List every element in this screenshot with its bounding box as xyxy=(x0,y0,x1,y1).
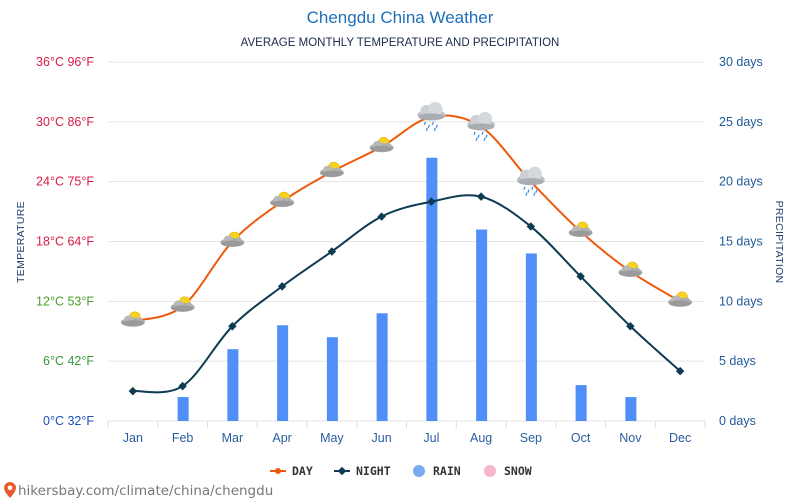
night-point xyxy=(178,381,187,391)
left-tick-label: 24°C 75°F xyxy=(36,175,94,189)
left-tick-label: 0°C 32°F xyxy=(43,414,94,428)
left-tick-label: 6°C 42°F xyxy=(43,354,94,368)
legend-item-day: DAY xyxy=(270,464,313,478)
night-point xyxy=(675,366,685,376)
rain-cloud-icon xyxy=(467,111,496,142)
x-tick-label: Nov xyxy=(619,431,642,445)
rain-bar xyxy=(625,397,637,421)
legend-label-snow: SNOW xyxy=(504,464,532,478)
map-pin-icon xyxy=(4,482,16,498)
partly-cloudy-icon xyxy=(270,191,295,208)
partly-cloudy-icon xyxy=(319,161,344,178)
legend-item-rain: RAIN xyxy=(413,464,461,478)
x-tick-label: Aug xyxy=(470,431,492,445)
temperature-lines xyxy=(128,114,685,396)
x-tick-label: Sep xyxy=(520,431,542,445)
night-point xyxy=(427,197,436,206)
x-axis-ticks: Jan Feb Mar Apr May Jun Jul Aug Sep Oct Nov Dec xyxy=(123,431,691,445)
left-axis-label: TEMPERATURE xyxy=(15,201,27,283)
legend-item-snow: SNOW xyxy=(484,464,532,478)
x-tick-label: Jul xyxy=(423,431,439,445)
right-tick-label: 5 days xyxy=(719,354,756,368)
partly-cloudy-icon xyxy=(568,221,593,238)
rain-bars xyxy=(177,157,637,421)
x-tick-label: Oct xyxy=(571,431,591,445)
x-tick-label: May xyxy=(320,431,344,445)
partly-cloudy-icon xyxy=(220,231,245,247)
legend-label-rain: RAIN xyxy=(433,464,461,478)
right-axis-label: PRECIPITATION xyxy=(773,201,785,284)
rain-bar xyxy=(277,325,289,421)
legend-item-night: NIGHT xyxy=(334,464,391,478)
x-tick-label: Jun xyxy=(372,431,392,445)
left-tick-label: 30°C 86°F xyxy=(36,115,94,129)
partly-cloudy-icon xyxy=(170,296,195,312)
rain-bar xyxy=(376,313,388,421)
night-line xyxy=(132,194,681,394)
left-axis-ticks: 0°C 32°F 6°C 42°F 12°C 53°F 18°C 64°F 24°C 7… xyxy=(36,55,94,428)
source-link[interactable]: hikersbay.com/climate/china/chengdu xyxy=(18,483,273,499)
left-tick-label: 18°C 64°F xyxy=(36,235,94,249)
night-point xyxy=(277,282,287,291)
right-tick-label: 10 days xyxy=(719,294,763,308)
chart-title: Chengdu China Weather xyxy=(307,8,494,27)
x-tick-label: Jan xyxy=(123,431,143,445)
left-tick-label: 12°C 53°F xyxy=(36,294,94,308)
night-point xyxy=(576,272,585,281)
legend: DAY NIGHT RAIN SNOW xyxy=(270,464,532,478)
legend-rain-icon xyxy=(413,465,425,477)
legend-label-day: DAY xyxy=(292,464,313,478)
rain-bar xyxy=(476,229,488,421)
night-point xyxy=(377,212,386,221)
partly-cloudy-icon xyxy=(668,291,693,307)
rain-bar xyxy=(326,337,338,421)
rain-cloud-icon xyxy=(516,166,545,196)
x-tick-label: Dec xyxy=(669,431,691,445)
partly-cloudy-icon xyxy=(120,311,145,327)
rain-bar xyxy=(525,253,537,421)
x-tick-label: Apr xyxy=(272,431,291,445)
night-point xyxy=(327,247,337,256)
right-axis-ticks: 0 days 5 days 10 days 15 days 20 days 25 days… xyxy=(719,55,763,428)
night-point xyxy=(228,322,237,331)
rain-bar xyxy=(227,349,239,421)
right-tick-label: 25 days xyxy=(719,115,763,129)
night-point xyxy=(626,322,635,331)
partly-cloudy-icon xyxy=(618,261,643,277)
right-tick-label: 20 days xyxy=(719,175,763,189)
grid-lines xyxy=(107,61,706,428)
chart-subtitle: AVERAGE MONTHLY TEMPERATURE AND PRECIPIT… xyxy=(241,37,560,49)
legend-snow-icon xyxy=(484,465,496,477)
rain-bar xyxy=(426,157,438,421)
x-tick-label: Mar xyxy=(222,431,244,445)
rain-bar xyxy=(575,385,587,421)
night-point xyxy=(128,386,138,396)
rain-bar xyxy=(177,397,189,421)
left-tick-label: 36°C 96°F xyxy=(36,55,94,69)
x-tick-label: Feb xyxy=(172,431,194,445)
legend-day-marker xyxy=(275,468,281,474)
source-credit[interactable]: hikersbay.com/climate/china/chengdu xyxy=(4,482,273,499)
legend-label-night: NIGHT xyxy=(356,464,391,478)
legend-night-marker xyxy=(337,466,347,476)
right-tick-label: 15 days xyxy=(719,235,763,249)
weather-icons xyxy=(120,101,693,327)
night-point xyxy=(476,192,486,201)
day-line xyxy=(132,114,681,323)
right-tick-label: 30 days xyxy=(719,55,763,69)
right-tick-label: 0 days xyxy=(719,414,756,428)
partly-cloudy-icon xyxy=(369,136,394,153)
rain-cloud-icon xyxy=(417,101,446,132)
